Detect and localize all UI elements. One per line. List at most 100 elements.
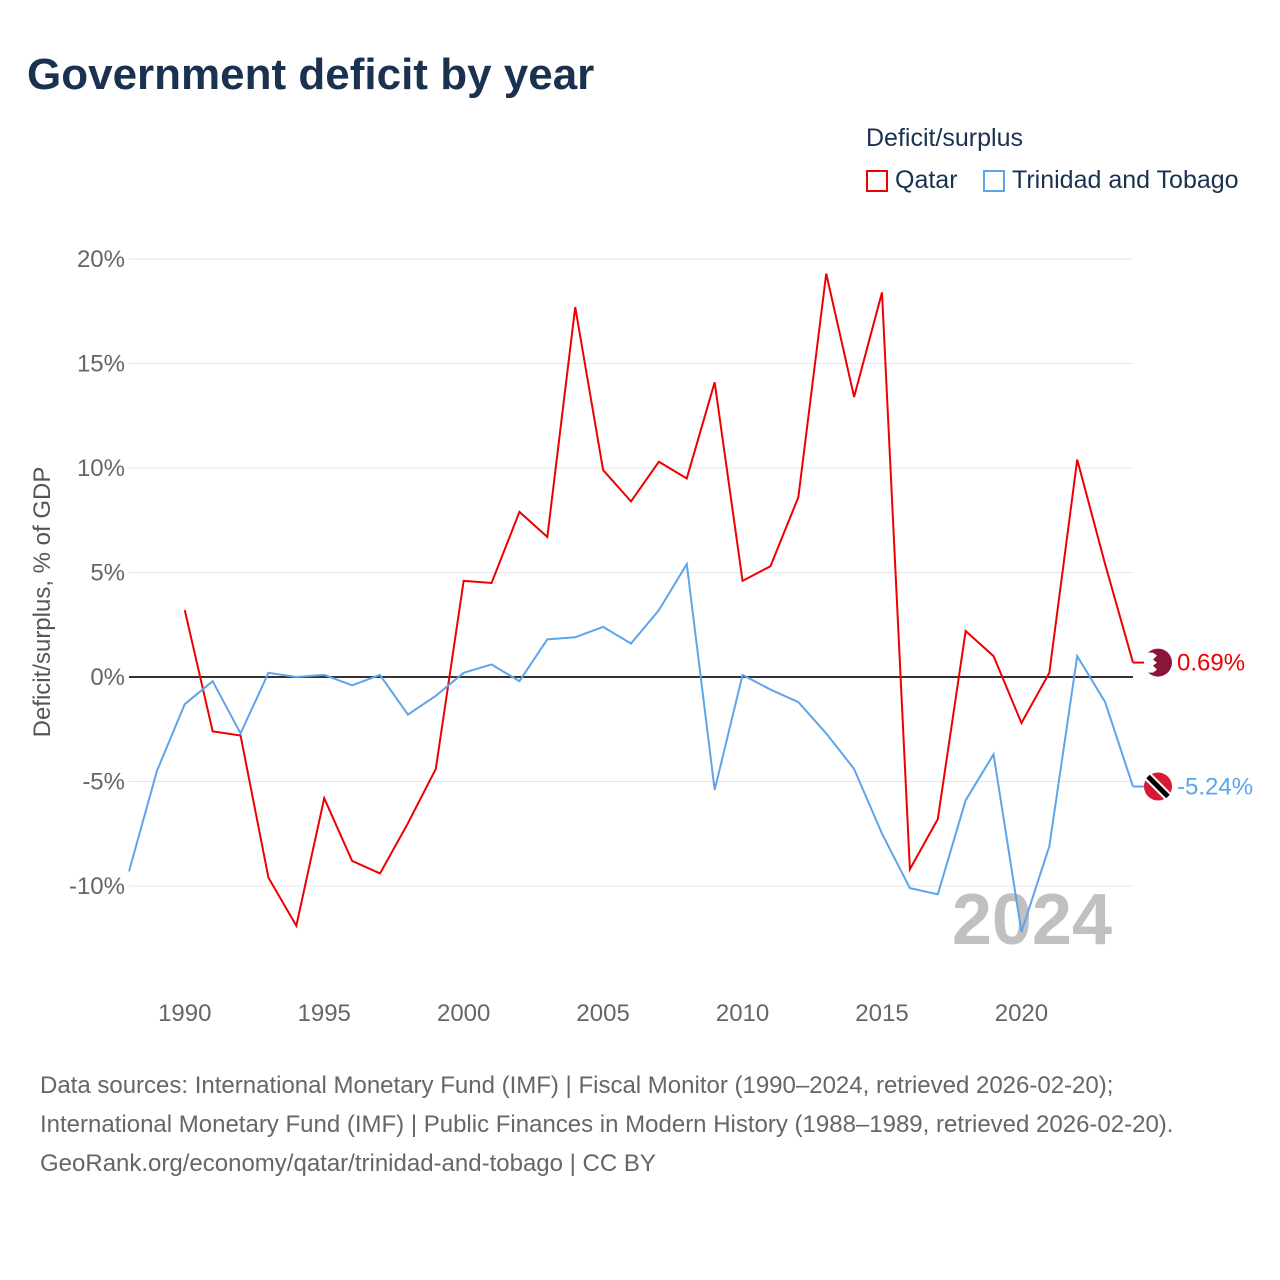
data-point — [852, 767, 856, 771]
data-point — [796, 700, 800, 704]
data-point — [406, 821, 410, 825]
data-point — [992, 654, 996, 658]
data-point — [768, 688, 772, 692]
y-tick-label: 15% — [77, 351, 125, 378]
data-point — [211, 679, 215, 683]
data-point — [573, 305, 577, 309]
data-point — [992, 752, 996, 756]
data-point — [880, 832, 884, 836]
data-point — [768, 564, 772, 568]
data-point — [490, 581, 494, 585]
year-watermark: 2024 — [952, 880, 1112, 960]
x-tick-label: 1995 — [298, 1000, 351, 1027]
data-point — [685, 476, 689, 480]
data-point — [601, 468, 605, 472]
data-point — [378, 871, 382, 875]
x-tick-label: 2020 — [995, 1000, 1048, 1027]
data-point — [629, 499, 633, 503]
trinidad-flag-icon — [1144, 772, 1172, 801]
data-point — [685, 562, 689, 566]
data-point — [1019, 930, 1023, 934]
data-point — [573, 635, 577, 639]
y-tick-label: 0% — [90, 664, 125, 691]
data-point — [713, 380, 717, 384]
data-point — [908, 886, 912, 890]
x-tick-label: 1990 — [158, 1000, 211, 1027]
data-point — [964, 629, 968, 633]
legend-label: Qatar — [895, 166, 958, 194]
legend-item-qatar[interactable]: Qatar — [866, 166, 958, 195]
data-point — [824, 272, 828, 276]
data-point — [155, 769, 159, 773]
legend-title: Deficit/surplus — [866, 124, 1023, 152]
data-point — [1047, 671, 1051, 675]
y-tick-label: -5% — [82, 769, 125, 796]
attribution-link[interactable]: GeoRank.org/economy/qatar/trinidad-and-t… — [40, 1150, 656, 1177]
data-point — [852, 395, 856, 399]
data-point — [545, 535, 549, 539]
series-line-trinidad — [128, 561, 1134, 933]
data-point — [741, 579, 745, 583]
end-value-label: 0.69% — [1177, 650, 1245, 677]
data-point — [266, 671, 270, 675]
data-point — [1047, 844, 1051, 848]
data-point — [880, 290, 884, 294]
data-point — [657, 460, 661, 464]
footer: Data sources: International Monetary Fun… — [40, 1066, 1240, 1183]
data-point — [1103, 562, 1107, 566]
chart-title: Government deficit by year — [27, 50, 595, 99]
data-point — [462, 579, 466, 583]
data-point — [294, 924, 298, 928]
data-point — [350, 859, 354, 863]
data-point — [936, 892, 940, 896]
series-line-qatar — [183, 273, 1134, 929]
legend-item-trinidad[interactable]: Trinidad and Tobago — [983, 166, 1239, 195]
x-tick-label: 2015 — [855, 1000, 908, 1027]
y-tick-label: 5% — [90, 560, 125, 587]
data-point — [517, 679, 521, 683]
data-point — [378, 673, 382, 677]
data-point — [1075, 654, 1079, 658]
data-point — [183, 702, 187, 706]
data-point — [657, 608, 661, 612]
legend-swatch — [866, 169, 888, 192]
data-point — [350, 683, 354, 687]
data-sources: Data sources: International Monetary Fun… — [40, 1072, 1174, 1138]
data-point — [908, 867, 912, 871]
y-axis-label: Deficit/surplus, % of GDP — [29, 467, 56, 738]
qatar-flag-icon — [1144, 648, 1172, 677]
data-point — [517, 510, 521, 514]
data-point — [322, 796, 326, 800]
data-point — [1103, 700, 1107, 704]
data-point — [601, 625, 605, 629]
data-point — [545, 637, 549, 641]
data-point — [741, 673, 745, 677]
data-point — [1075, 458, 1079, 462]
data-point — [434, 694, 438, 698]
data-point — [964, 798, 968, 802]
data-point — [490, 662, 494, 666]
data-point — [127, 869, 131, 873]
x-tick-label: 2000 — [437, 1000, 490, 1027]
y-tick-label: 20% — [77, 246, 125, 273]
data-point — [239, 731, 243, 735]
x-tick-label: 2005 — [576, 1000, 629, 1027]
data-point — [796, 495, 800, 499]
y-tick-label: -10% — [69, 873, 125, 900]
end-value-label: -5.24% — [1177, 774, 1253, 801]
data-point — [713, 788, 717, 792]
data-point — [211, 729, 215, 733]
data-point — [183, 608, 187, 612]
data-point — [462, 671, 466, 675]
data-point — [824, 731, 828, 735]
data-point — [629, 642, 633, 646]
data-point — [1019, 721, 1023, 725]
data-point — [266, 876, 270, 880]
legend-label: Trinidad and Tobago — [1012, 166, 1239, 194]
x-tick-label: 2010 — [716, 1000, 769, 1027]
data-point — [406, 713, 410, 717]
data-point — [434, 767, 438, 771]
data-point — [322, 673, 326, 677]
